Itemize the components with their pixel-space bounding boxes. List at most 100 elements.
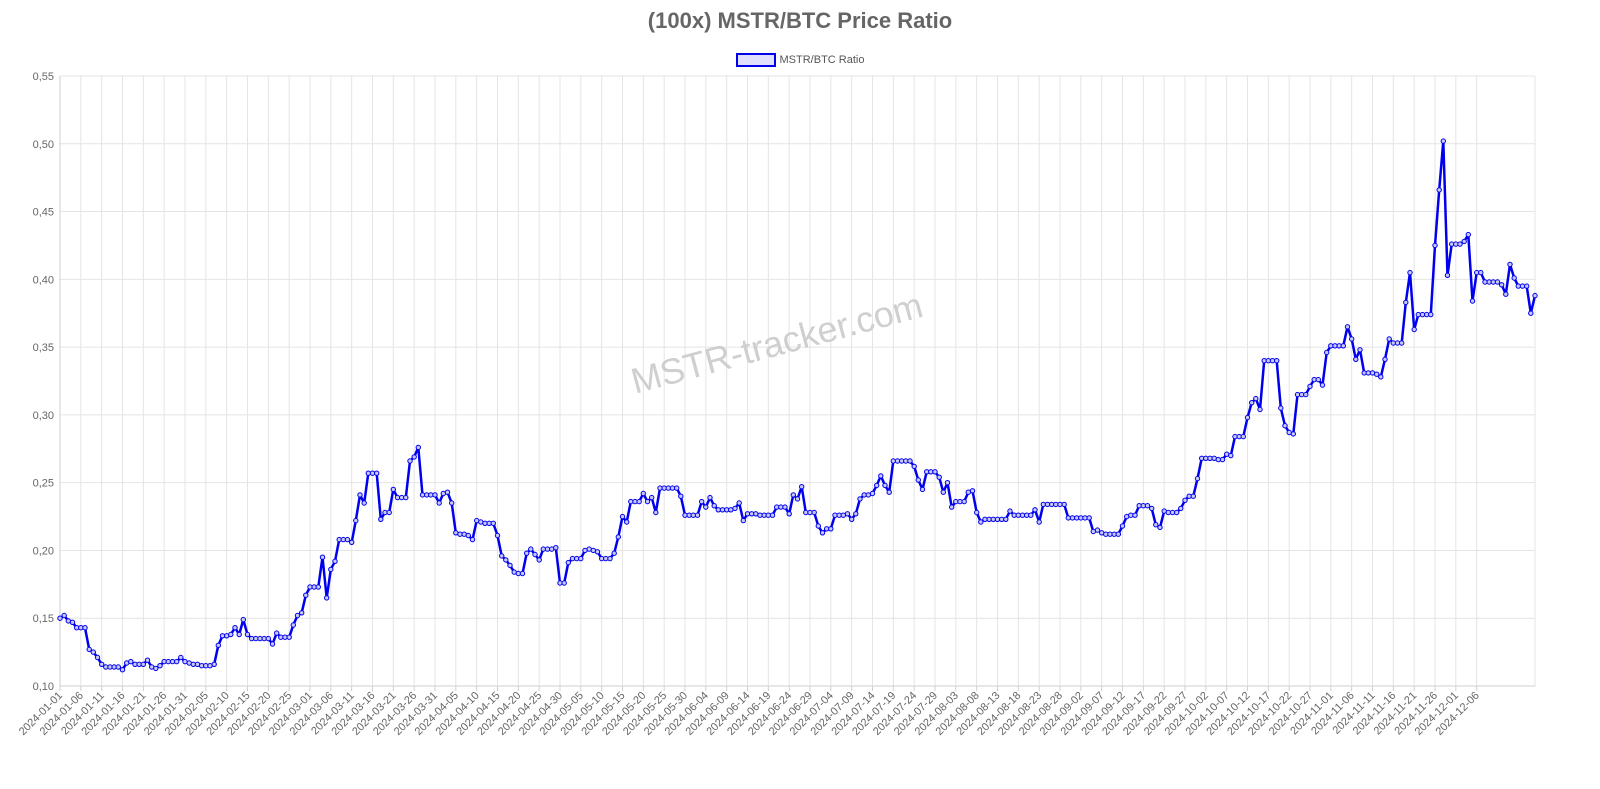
data-point[interactable] <box>1274 358 1280 364</box>
data-point[interactable] <box>286 634 292 640</box>
data-point[interactable] <box>1315 376 1322 383</box>
data-point[interactable] <box>357 492 363 498</box>
data-point[interactable] <box>919 486 926 493</box>
data-point[interactable] <box>1149 505 1155 512</box>
data-point[interactable] <box>1036 519 1042 525</box>
data-point[interactable] <box>1382 356 1388 362</box>
data-point[interactable] <box>82 625 88 631</box>
data-point[interactable] <box>694 512 701 518</box>
data-point[interactable] <box>911 463 917 470</box>
data-point[interactable] <box>374 470 380 476</box>
data-point[interactable] <box>499 553 505 559</box>
data-point[interactable] <box>882 482 888 489</box>
data-point[interactable] <box>1436 187 1442 193</box>
data-point[interactable] <box>349 539 355 545</box>
data-point[interactable] <box>449 500 455 506</box>
data-point[interactable] <box>353 517 359 524</box>
data-point[interactable] <box>636 498 642 505</box>
data-point[interactable] <box>711 503 717 509</box>
data-point[interactable] <box>1444 272 1451 278</box>
data-point[interactable] <box>974 509 980 516</box>
data-point[interactable] <box>490 520 496 526</box>
data-point[interactable] <box>844 511 851 517</box>
data-point[interactable] <box>1007 508 1013 514</box>
data-point[interactable] <box>1194 475 1201 482</box>
data-point[interactable] <box>411 454 417 460</box>
data-point[interactable] <box>303 592 309 598</box>
data-point[interactable] <box>99 661 105 667</box>
data-point[interactable] <box>444 489 451 495</box>
data-point[interactable] <box>624 519 630 525</box>
data-point[interactable] <box>819 530 826 536</box>
data-point[interactable] <box>1061 501 1067 508</box>
data-point[interactable] <box>1086 515 1092 521</box>
data-point[interactable] <box>1228 452 1234 459</box>
data-point[interactable] <box>1461 238 1467 245</box>
data-point[interactable] <box>1153 522 1159 528</box>
data-point[interactable] <box>1357 347 1363 353</box>
data-point[interactable] <box>1507 261 1513 268</box>
data-point[interactable] <box>936 474 942 480</box>
data-point[interactable] <box>740 517 746 524</box>
data-point[interactable] <box>1340 343 1347 349</box>
data-point[interactable] <box>1144 503 1151 509</box>
data-point[interactable] <box>361 500 367 506</box>
data-point[interactable] <box>1178 505 1184 512</box>
data-point[interactable] <box>915 477 921 483</box>
data-point[interactable] <box>703 504 709 510</box>
data-point[interactable] <box>1344 324 1351 330</box>
data-point[interactable] <box>465 532 471 539</box>
data-point[interactable] <box>678 493 684 499</box>
data-point[interactable] <box>878 473 884 479</box>
data-point[interactable] <box>140 661 147 667</box>
data-point[interactable] <box>1257 406 1263 413</box>
data-point[interactable] <box>1428 311 1434 318</box>
data-point[interactable] <box>1282 423 1288 429</box>
data-point[interactable] <box>1290 431 1297 437</box>
data-point[interactable] <box>1157 524 1163 531</box>
data-point[interactable] <box>786 511 792 517</box>
data-point[interactable] <box>828 526 834 532</box>
data-point[interactable] <box>469 536 476 543</box>
data-point[interactable] <box>1403 299 1409 306</box>
data-point[interactable] <box>1319 382 1326 388</box>
data-point[interactable] <box>565 559 571 566</box>
data-point[interactable] <box>790 492 796 498</box>
data-point[interactable] <box>236 631 242 638</box>
data-point[interactable] <box>69 619 76 625</box>
data-point[interactable] <box>1028 512 1034 518</box>
data-point[interactable] <box>1115 531 1122 537</box>
data-point[interactable] <box>1278 405 1284 411</box>
data-point[interactable] <box>1032 507 1038 513</box>
data-point[interactable] <box>811 509 817 516</box>
data-point[interactable] <box>274 630 280 636</box>
data-point[interactable] <box>332 558 338 564</box>
data-point[interactable] <box>949 504 955 510</box>
data-point[interactable] <box>1190 493 1197 499</box>
data-point[interactable] <box>561 580 567 586</box>
data-point[interactable] <box>1374 371 1380 377</box>
data-point[interactable] <box>1253 395 1259 402</box>
data-point[interactable] <box>403 494 409 501</box>
data-point[interactable] <box>503 557 509 563</box>
data-point[interactable] <box>1303 391 1309 398</box>
data-point[interactable] <box>653 509 659 516</box>
data-point[interactable] <box>1182 497 1188 503</box>
data-point[interactable] <box>1532 292 1538 299</box>
data-point[interactable] <box>215 642 222 648</box>
data-point[interactable] <box>299 610 305 616</box>
data-point[interactable] <box>61 612 67 619</box>
data-point[interactable] <box>415 444 421 451</box>
data-point[interactable] <box>1399 340 1405 346</box>
data-point[interactable] <box>319 554 326 560</box>
data-point[interactable] <box>707 494 713 501</box>
data-point[interactable] <box>1432 242 1438 249</box>
data-point[interactable] <box>961 498 967 505</box>
data-point[interactable] <box>615 534 621 540</box>
data-point[interactable] <box>1240 433 1247 440</box>
data-point[interactable] <box>228 631 234 638</box>
data-point[interactable] <box>619 513 626 520</box>
data-point[interactable] <box>1411 326 1417 333</box>
data-point[interactable] <box>119 667 126 673</box>
data-point[interactable] <box>1499 282 1505 288</box>
